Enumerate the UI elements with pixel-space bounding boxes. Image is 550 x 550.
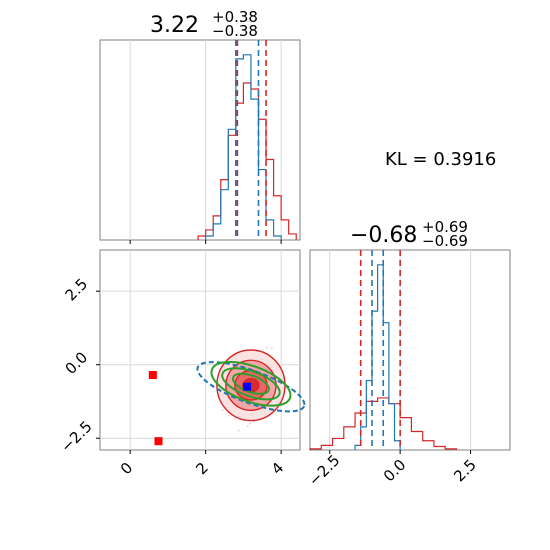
y-tick-label: 2.5	[62, 275, 92, 305]
panel-bottom-right-title-sub: −0.69	[422, 232, 468, 250]
scatter-point	[233, 417, 236, 420]
y-tick-label: 0.0	[62, 348, 92, 378]
x-tick-label: 2	[192, 459, 211, 478]
panel-top-left-title-sub: −0.38	[212, 22, 258, 40]
histogram-step	[197, 82, 297, 240]
panel-bottom-left-grid	[100, 250, 300, 450]
panel-top-left-title: 3.22 +0.38 −0.38	[150, 7, 263, 40]
kl-annotation: KL = 0.3916	[385, 149, 496, 170]
histogram-step	[354, 264, 401, 450]
x-tick-label: 0.0	[380, 456, 410, 486]
blue-square-marker	[243, 382, 252, 391]
scatter-point	[221, 409, 224, 412]
panel-bottom-right-histograms	[309, 264, 458, 450]
panel-bottom-right-ticks: −2.5 0.0 2.5	[305, 450, 480, 490]
panel-bottom-left: 0 2 4 −2.5 0.0 2.5	[57, 249, 306, 478]
panel-bottom-right: −2.5 0.0 2.5 −0.68 +0.69 −0.69	[305, 217, 511, 490]
y-tick-label: −2.5	[57, 417, 95, 455]
histogram-step	[205, 54, 282, 240]
red-square-marker	[154, 437, 163, 446]
blue-ellipse	[196, 361, 306, 413]
red-square-marker	[148, 371, 157, 379]
panel-bottom-left-green-ellipses	[210, 360, 292, 407]
x-tick-label: 0	[117, 459, 136, 478]
panel-top-left: 3.22 +0.38 −0.38	[99, 7, 301, 244]
scatter-point	[237, 429, 240, 432]
panel-bottom-right-title-value: −0.68	[350, 223, 417, 248]
scatter-point	[246, 425, 249, 428]
panel-top-left-ticks	[129, 240, 282, 244]
panel-bottom-right-frame	[309, 249, 511, 451]
green-ellipse	[221, 367, 281, 401]
green-ellipse	[210, 360, 292, 407]
scatter-point	[248, 422, 251, 425]
scatter-point	[270, 347, 273, 350]
x-tick-label: 2.5	[450, 456, 480, 486]
x-tick-label: −2.5	[305, 451, 343, 489]
panel-bottom-left-blue-ellipse	[196, 361, 306, 413]
panel-bottom-right-title: −0.68 +0.69 −0.69	[350, 217, 473, 250]
scatter-point	[228, 414, 231, 417]
panel-bottom-right-title-sup: +0.69	[422, 218, 468, 236]
panel-top-left-title-value: 3.22	[150, 13, 199, 38]
panel-top-left-histograms	[197, 54, 297, 240]
panel-bottom-left-frame	[99, 249, 301, 451]
scatter-point	[265, 346, 268, 349]
panel-top-left-title-sup: +0.38	[212, 8, 258, 26]
histogram-step	[309, 397, 458, 450]
panel-top-left-quantile-lines	[235, 40, 267, 240]
panel-bottom-left-markers	[148, 371, 252, 446]
panel-bottom-right-quantile-lines	[359, 250, 401, 450]
panel-top-left-frame	[99, 39, 301, 241]
x-tick-label: 4	[268, 459, 287, 478]
green-ellipse	[231, 372, 270, 395]
